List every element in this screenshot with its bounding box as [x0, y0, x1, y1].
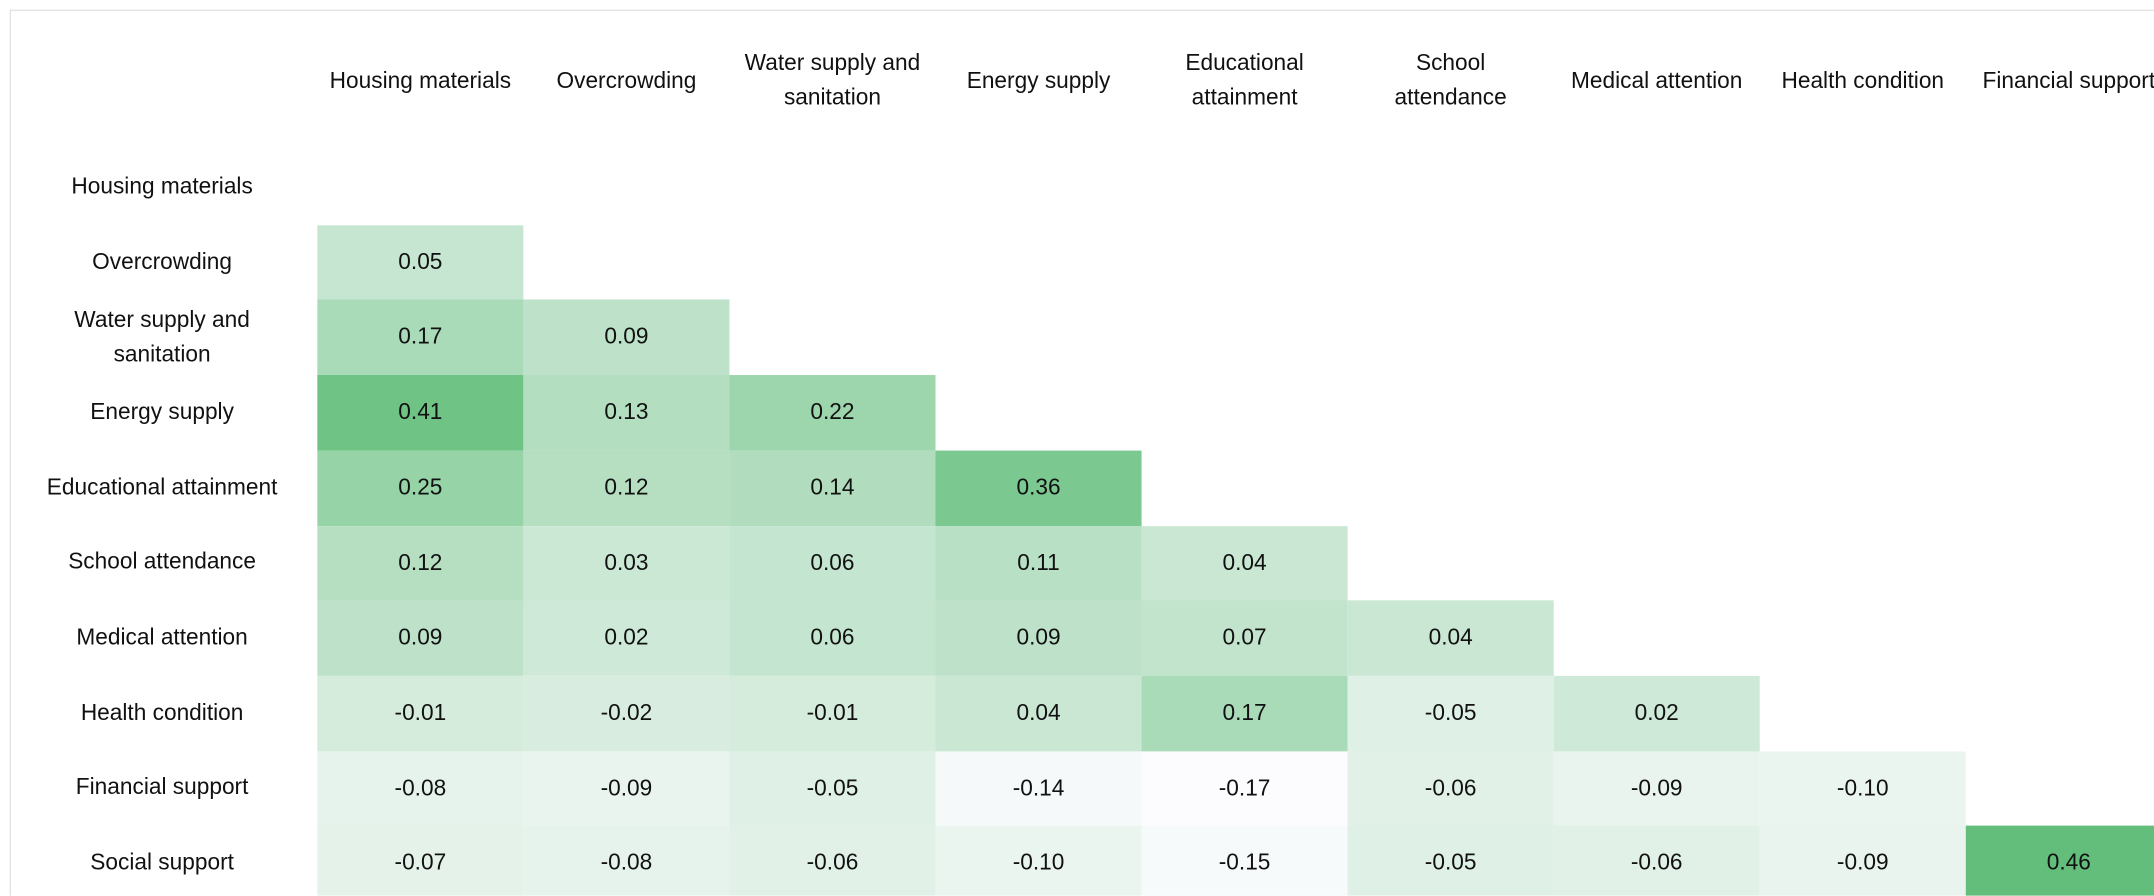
row-label: sanitation [113, 341, 211, 367]
row-label: Medical attention [76, 625, 248, 650]
header-text: Overcrowding [556, 67, 697, 93]
row-header: Health condition [11, 676, 313, 751]
cell: -0.09 [1553, 750, 1760, 827]
cell: 0.12 [317, 525, 524, 602]
column-header: Medical attention [1554, 47, 1760, 116]
row-label: Social support [90, 850, 234, 876]
row-label: Housing materials [71, 174, 253, 199]
cell: 0.13 [523, 375, 730, 451]
cell: -0.15 [1141, 826, 1348, 896]
cell: 0.04 [935, 675, 1142, 752]
row-label: Water supply and [74, 307, 250, 333]
cell: -0.01 [317, 675, 524, 752]
cell: -0.02 [523, 675, 730, 752]
column-header: Water supply and sanitation [729, 47, 935, 116]
cell: 0.09 [317, 600, 524, 677]
cell: -0.08 [523, 826, 730, 896]
row-header: Water supply and sanitation [11, 300, 313, 375]
cell: 0.02 [1553, 675, 1760, 752]
cell: 0.09 [523, 300, 730, 376]
cell: 0.11 [935, 525, 1142, 602]
row-label: Educational attainment [46, 474, 278, 500]
row-label: Health condition [80, 700, 244, 725]
column-header: Housing materials [317, 47, 523, 116]
cell: -0.05 [1347, 675, 1554, 752]
row-header: Educational attainment [11, 450, 313, 525]
cell: 0.17 [317, 300, 524, 376]
header-text: Financial support [1982, 67, 2154, 93]
cell: 0.14 [729, 450, 936, 527]
border [9, 9, 2154, 11]
cell: -0.08 [317, 750, 524, 827]
cell: 0.41 [317, 375, 524, 451]
row-label: Energy supply [90, 399, 234, 425]
cell: 0.07 [1141, 600, 1348, 677]
row-header: Energy supply [11, 375, 313, 450]
header-text: sanitation [783, 85, 881, 110]
cell: -0.06 [1553, 826, 1760, 896]
cell: -0.17 [1141, 750, 1348, 827]
cell: -0.06 [1347, 750, 1554, 827]
row-header: Medical attention [11, 601, 313, 676]
cell: 0.04 [1141, 525, 1348, 602]
cell: 0.04 [1347, 600, 1554, 677]
column-header: Energy supply [936, 47, 1142, 116]
cell: -0.01 [729, 675, 936, 752]
cell: 0.05 [317, 224, 524, 301]
cell: 0.06 [729, 600, 936, 677]
row-label: Overcrowding [92, 249, 233, 275]
header-text: School [1415, 50, 1486, 76]
row-header: Housing materials [11, 150, 313, 225]
cell: -0.05 [729, 750, 936, 827]
cell: -0.05 [1347, 826, 1554, 896]
cell: -0.06 [729, 826, 936, 896]
header-text: attainment [1191, 85, 1298, 110]
column-header: School attendance [1348, 47, 1554, 116]
cell: 0.17 [1141, 675, 1348, 752]
cell: 0.02 [523, 600, 730, 677]
row-header: Social support [11, 826, 313, 896]
cell: -0.10 [1759, 750, 1966, 827]
column-header: Overcrowding [523, 47, 729, 116]
column-header: Educational attainment [1142, 47, 1348, 116]
header-text: Housing materials [329, 67, 512, 93]
header-text: Educational [1185, 50, 1304, 76]
row-header: Overcrowding [11, 225, 313, 300]
header-text: Medical attention [1571, 67, 1743, 93]
row-header: Financial support [11, 751, 313, 826]
cell: -0.14 [935, 750, 1142, 827]
header-text: attendance [1394, 85, 1507, 110]
cell: 0.46 [1965, 826, 2154, 896]
cell: 0.06 [729, 525, 936, 602]
column-header: Financial support [1966, 47, 2154, 116]
row-label: Financial support [75, 775, 249, 801]
cell: -0.09 [523, 750, 730, 827]
cell: 0.22 [729, 375, 936, 451]
cell: 0.03 [523, 525, 730, 602]
cell: -0.07 [317, 826, 524, 896]
cell: 0.36 [935, 450, 1142, 527]
cell: -0.10 [935, 826, 1142, 896]
row-label: School attendance [68, 549, 256, 575]
border [9, 9, 11, 896]
header-text: Energy supply [966, 67, 1111, 93]
cell: 0.09 [935, 600, 1142, 677]
column-header: Health condition [1760, 47, 1966, 116]
header-text: Health condition [1781, 67, 1945, 93]
cell: 0.25 [317, 450, 524, 527]
cell: 0.12 [523, 450, 730, 527]
header-text: Water supply and [744, 50, 921, 76]
cell: -0.09 [1759, 826, 1966, 896]
row-header: School attendance [11, 525, 313, 600]
